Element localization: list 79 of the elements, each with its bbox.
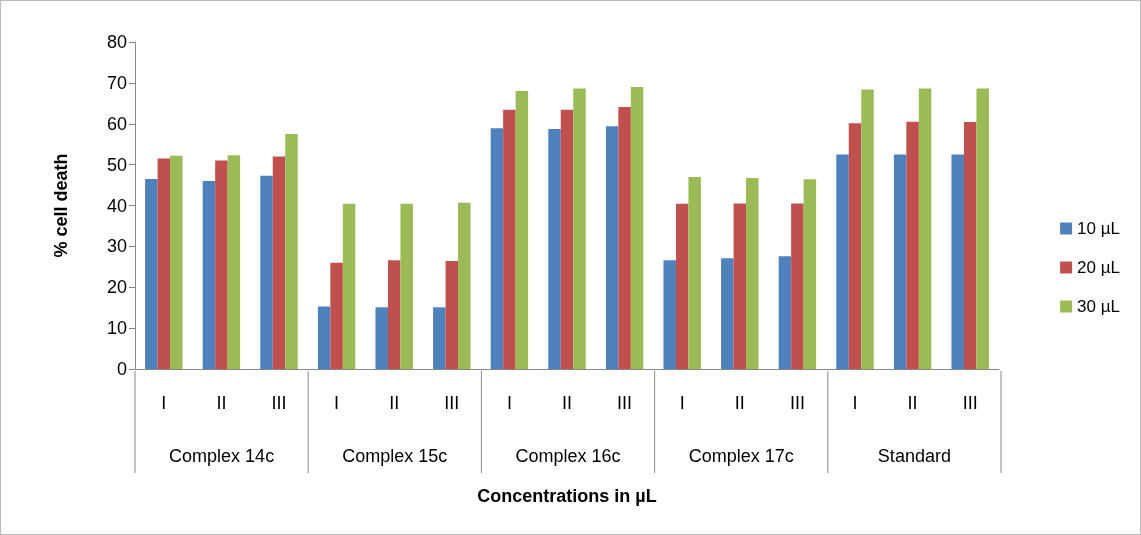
x-tick-label: III: [444, 393, 460, 413]
bar: [548, 129, 561, 369]
x-tick-label: III: [789, 393, 805, 413]
x-axis-title: Concentrations in µL: [477, 486, 657, 506]
y-tick-label: 40: [106, 195, 127, 216]
bar: [918, 88, 932, 369]
bar: [688, 176, 701, 369]
x-tick-label: III: [271, 393, 287, 413]
y-axis-title: % cell death: [51, 153, 71, 258]
bar: [342, 203, 356, 369]
x-tick-label: II: [561, 393, 573, 413]
bar: [503, 109, 516, 369]
x-tick-label: I: [161, 393, 167, 413]
legend-label: 30 µL: [1077, 297, 1121, 316]
legend-label: 20 µL: [1077, 258, 1121, 277]
bar: [445, 261, 459, 369]
bar: [272, 156, 286, 369]
legend-label: 10 µL: [1077, 219, 1121, 238]
y-tick-label: 0: [116, 359, 127, 379]
bar: [515, 91, 529, 369]
x-tick-label: III: [617, 393, 633, 413]
bar: [791, 203, 804, 369]
x-tick-label: I: [506, 393, 512, 413]
y-tick-label: 10: [106, 318, 127, 339]
bar: [260, 175, 273, 369]
y-tick-label: 30: [106, 236, 127, 257]
bar: [433, 307, 446, 369]
x-tick-label: I: [852, 393, 858, 413]
bar: [893, 154, 907, 369]
x-tick-label: I: [334, 393, 340, 413]
text: Complex 16c: [515, 446, 621, 466]
x-tick-label: II: [389, 393, 400, 413]
bar: [202, 180, 216, 369]
bar: [573, 88, 586, 369]
y-tick-label: 50: [106, 154, 127, 175]
y-tick-label: 80: [106, 32, 127, 52]
bar: [848, 123, 862, 369]
bar: [458, 202, 471, 369]
x-tick-label: II: [734, 393, 745, 413]
bar: [400, 203, 413, 369]
bar: [746, 178, 759, 369]
bar: [227, 155, 241, 369]
bar: [630, 86, 644, 369]
text: Complex 15c: [342, 446, 448, 466]
x-tick-label: I: [679, 393, 685, 413]
bar: [375, 307, 388, 369]
bar: [490, 128, 504, 369]
bar: [861, 89, 874, 369]
text: Standard: [877, 446, 951, 466]
y-tick-label: 60: [106, 113, 127, 134]
bar: [906, 121, 919, 369]
bar: [618, 106, 631, 369]
bar: [663, 260, 676, 369]
bar: [976, 88, 989, 369]
bar: [733, 203, 747, 369]
bar: [803, 179, 817, 369]
bar: [951, 154, 964, 369]
x-tick-label: III: [962, 393, 978, 413]
bar: [285, 133, 298, 369]
bar: [215, 160, 228, 369]
bar: [560, 109, 574, 369]
bar: [721, 258, 734, 369]
bar: [778, 256, 792, 369]
bar: [605, 126, 619, 369]
bar: [330, 262, 343, 369]
bar: [836, 154, 849, 369]
bar: [170, 155, 183, 369]
y-tick-label: 70: [106, 72, 127, 93]
y-tick-label: 20: [106, 277, 127, 298]
text: Complex 17c: [688, 446, 794, 466]
bar: [387, 260, 401, 369]
bar: [317, 306, 331, 369]
bar: [675, 203, 689, 369]
x-tick-label: II: [216, 393, 227, 413]
text: Complex 14c: [169, 446, 275, 466]
bar: [157, 158, 171, 369]
bar: [145, 178, 158, 369]
bar: [963, 122, 977, 369]
x-tick-label: II: [907, 393, 918, 413]
